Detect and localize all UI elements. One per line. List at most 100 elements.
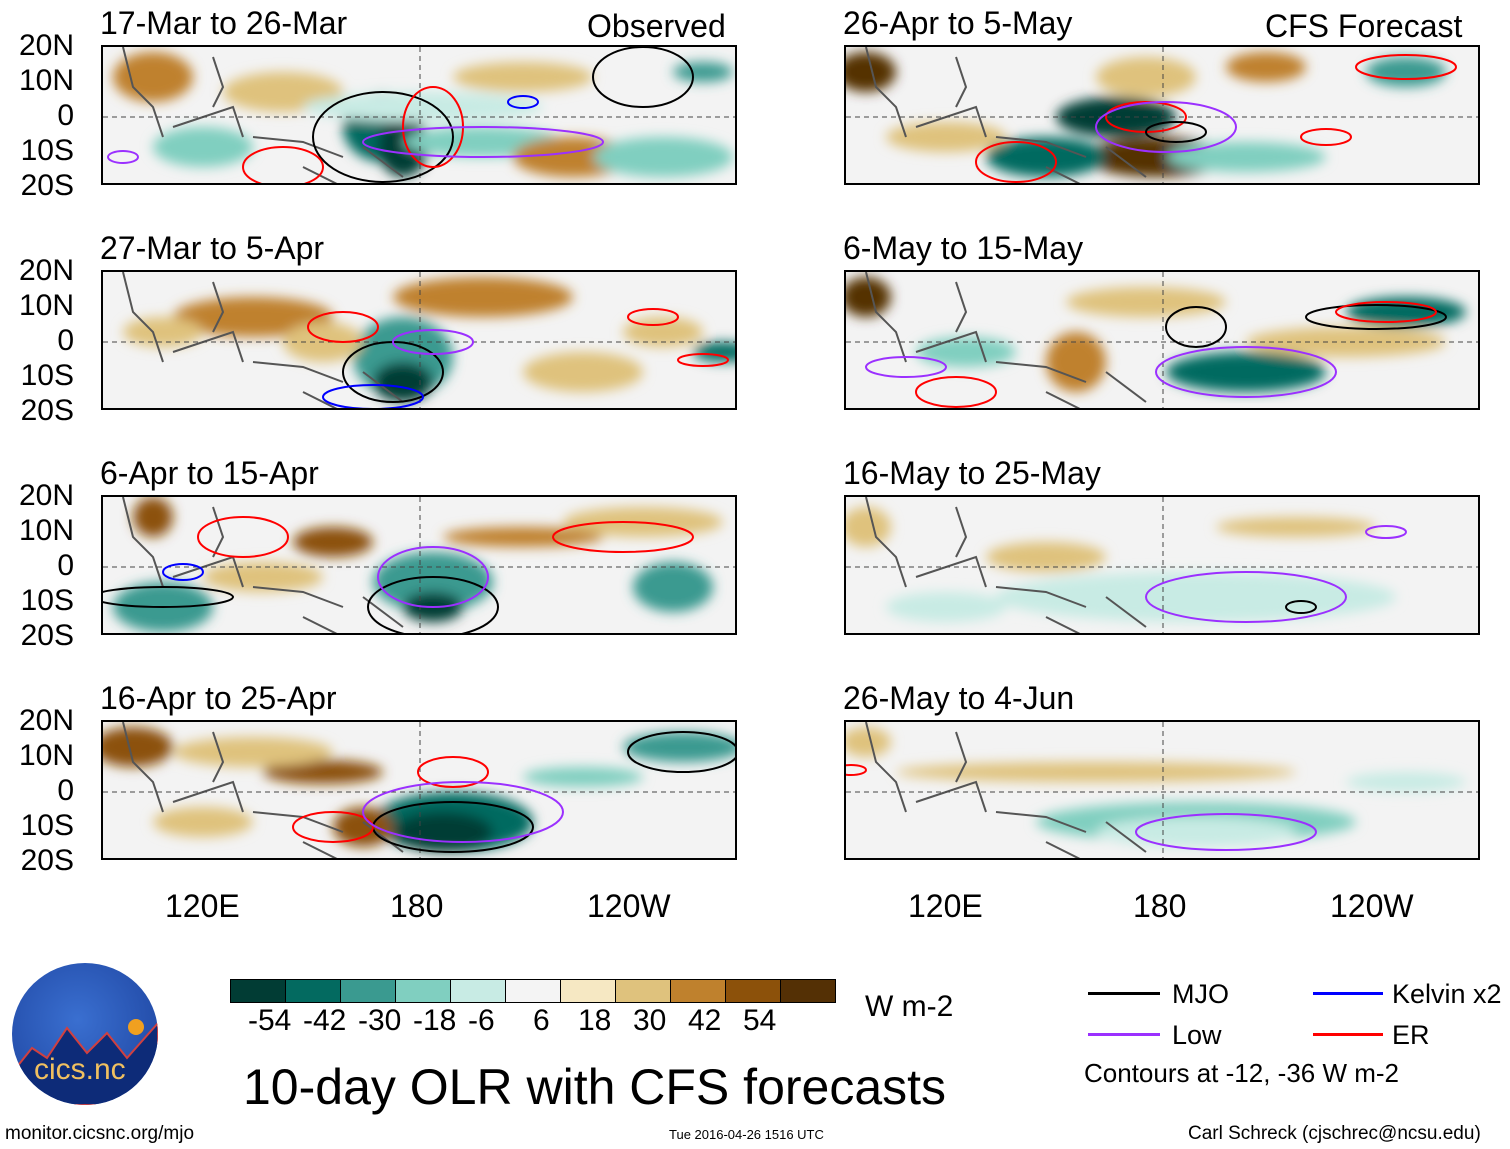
lat-tick-label: 10S: [20, 134, 74, 167]
wave-contour: [1285, 600, 1317, 614]
panel-title: 26-May to 4-Jun: [843, 680, 1075, 716]
panel-title: 17-Mar to 26-Mar: [100, 5, 348, 41]
olr-anomaly-blob: [393, 812, 493, 852]
wave-contour: [1335, 301, 1437, 323]
wave-contour: [1365, 525, 1407, 539]
olr-map-panel: [844, 45, 1480, 185]
colorbar-swatch: [671, 980, 726, 1002]
olr-anomaly-blob: [443, 527, 603, 547]
wave-contour: [915, 376, 997, 408]
olr-map-panel: [101, 45, 737, 185]
wave-contour: [1155, 346, 1337, 398]
lat-tick-label: 20N: [18, 254, 74, 287]
coastline: [122, 47, 404, 183]
colorbar: [230, 979, 836, 1003]
source-link[interactable]: monitor.cicsnc.org/mjo: [5, 1123, 195, 1144]
olr-anomaly-blob: [886, 592, 1006, 622]
olr-anomaly-blob: [153, 127, 253, 167]
wave-contour: [677, 353, 729, 367]
olr-anomaly-blob: [523, 767, 643, 787]
wave-contour: [627, 731, 735, 773]
olr-map-panel: [101, 720, 737, 860]
colorbar-swatch: [286, 980, 341, 1002]
olr-anomaly-blob: [523, 352, 643, 392]
panel-title: 27-Mar to 5-Apr: [100, 230, 325, 266]
legend-low-line: [1088, 1033, 1160, 1036]
olr-anomaly-blob: [113, 52, 193, 102]
olr-anomaly-blob: [593, 137, 733, 177]
wave-contour: [627, 308, 679, 326]
logo-text: cics.nc: [34, 1053, 126, 1086]
colorbar-tick-label: -30: [358, 1004, 402, 1037]
coastline: [865, 47, 1147, 183]
olr-anomaly-blob: [633, 562, 713, 612]
olr-anomaly-blob: [453, 62, 593, 92]
cicsnc-logo: cics.nc: [12, 963, 158, 1105]
olr-map-panel: [101, 270, 737, 410]
olr-anomaly-blob: [123, 317, 203, 347]
mountain-icon: [12, 1019, 158, 1105]
olr-anomaly-blob: [1246, 327, 1446, 357]
olr-anomaly-blob: [393, 277, 573, 317]
olr-anomaly-blob: [293, 527, 373, 557]
lat-tick-label: 20N: [18, 29, 74, 62]
legend-mjo: MJO: [1172, 979, 1229, 1009]
wave-contour: [552, 521, 694, 553]
forecast-label: CFS Forecast: [1265, 8, 1463, 44]
legend-er: ER: [1392, 1020, 1430, 1050]
wave-contour: [312, 91, 454, 183]
lat-tick-label: 0: [57, 99, 74, 132]
olr-anomaly-blob: [1346, 772, 1466, 792]
colorbar-tick-label: 18: [578, 1004, 612, 1037]
wave-contour: [162, 563, 204, 581]
lat-tick-label: 20S: [20, 169, 74, 202]
olr-anomaly-blob: [623, 732, 735, 762]
panel-title: 6-May to 15-May: [843, 230, 1084, 266]
contour-note: Contours at -12, -36 W m-2: [1084, 1058, 1399, 1088]
wave-contour: [1145, 571, 1347, 623]
olr-anomaly-blob: [1096, 817, 1296, 847]
olr-anomaly-blob: [996, 572, 1396, 622]
lat-tick-label: 20N: [18, 479, 74, 512]
wave-contour: [292, 811, 374, 843]
coastline: [865, 722, 1147, 858]
olr-anomaly-blob: [986, 137, 1106, 177]
coastline: [865, 497, 1147, 633]
lon-tick-label: 120W: [1330, 888, 1414, 924]
olr-anomaly-blob: [153, 807, 253, 837]
colorbar-tick-label: -18: [413, 1004, 457, 1037]
panel-title: 16-Apr to 25-Apr: [100, 680, 337, 716]
olr-anomaly-blob: [693, 342, 735, 362]
olr-anomaly-blob: [673, 62, 733, 82]
observed-label: Observed: [587, 8, 726, 44]
colorbar-swatch: [561, 980, 616, 1002]
wave-contour: [417, 756, 489, 788]
olr-anomaly-blob: [1216, 517, 1376, 537]
lon-tick-label: 120E: [908, 888, 983, 924]
coastline: [122, 497, 404, 633]
lat-tick-label: 20N: [18, 704, 74, 737]
wave-contour: [242, 146, 324, 183]
olr-anomaly-blob: [846, 277, 891, 317]
lon-tick-label: 180: [390, 888, 444, 924]
olr-anomaly-blob: [303, 92, 543, 122]
lat-tick-label: 20S: [20, 844, 74, 877]
olr-anomaly-blob: [1226, 52, 1306, 82]
timestamp: Tue 2016-04-26 1516 UTC: [669, 1127, 824, 1142]
legend-er-line: [1313, 1033, 1383, 1036]
legend-kelvin-line: [1313, 992, 1383, 995]
lat-tick-label: 10N: [18, 289, 74, 322]
wave-contour: [377, 546, 489, 608]
olr-anomaly-blob: [846, 52, 896, 92]
wave-contour: [392, 329, 474, 355]
wave-contour: [846, 764, 867, 776]
colorbar-tick-label: -6: [468, 1004, 495, 1037]
olr-anomaly-blob: [1066, 287, 1226, 317]
lat-tick-label: 10N: [18, 514, 74, 547]
olr-anomaly-blob: [986, 542, 1106, 572]
lat-tick-label: 0: [57, 774, 74, 807]
colorbar-tick-label: 6: [533, 1004, 550, 1037]
olr-anomaly-blob: [846, 507, 891, 547]
olr-anomaly-blob: [1096, 57, 1196, 97]
lat-tick-label: 10S: [20, 584, 74, 617]
